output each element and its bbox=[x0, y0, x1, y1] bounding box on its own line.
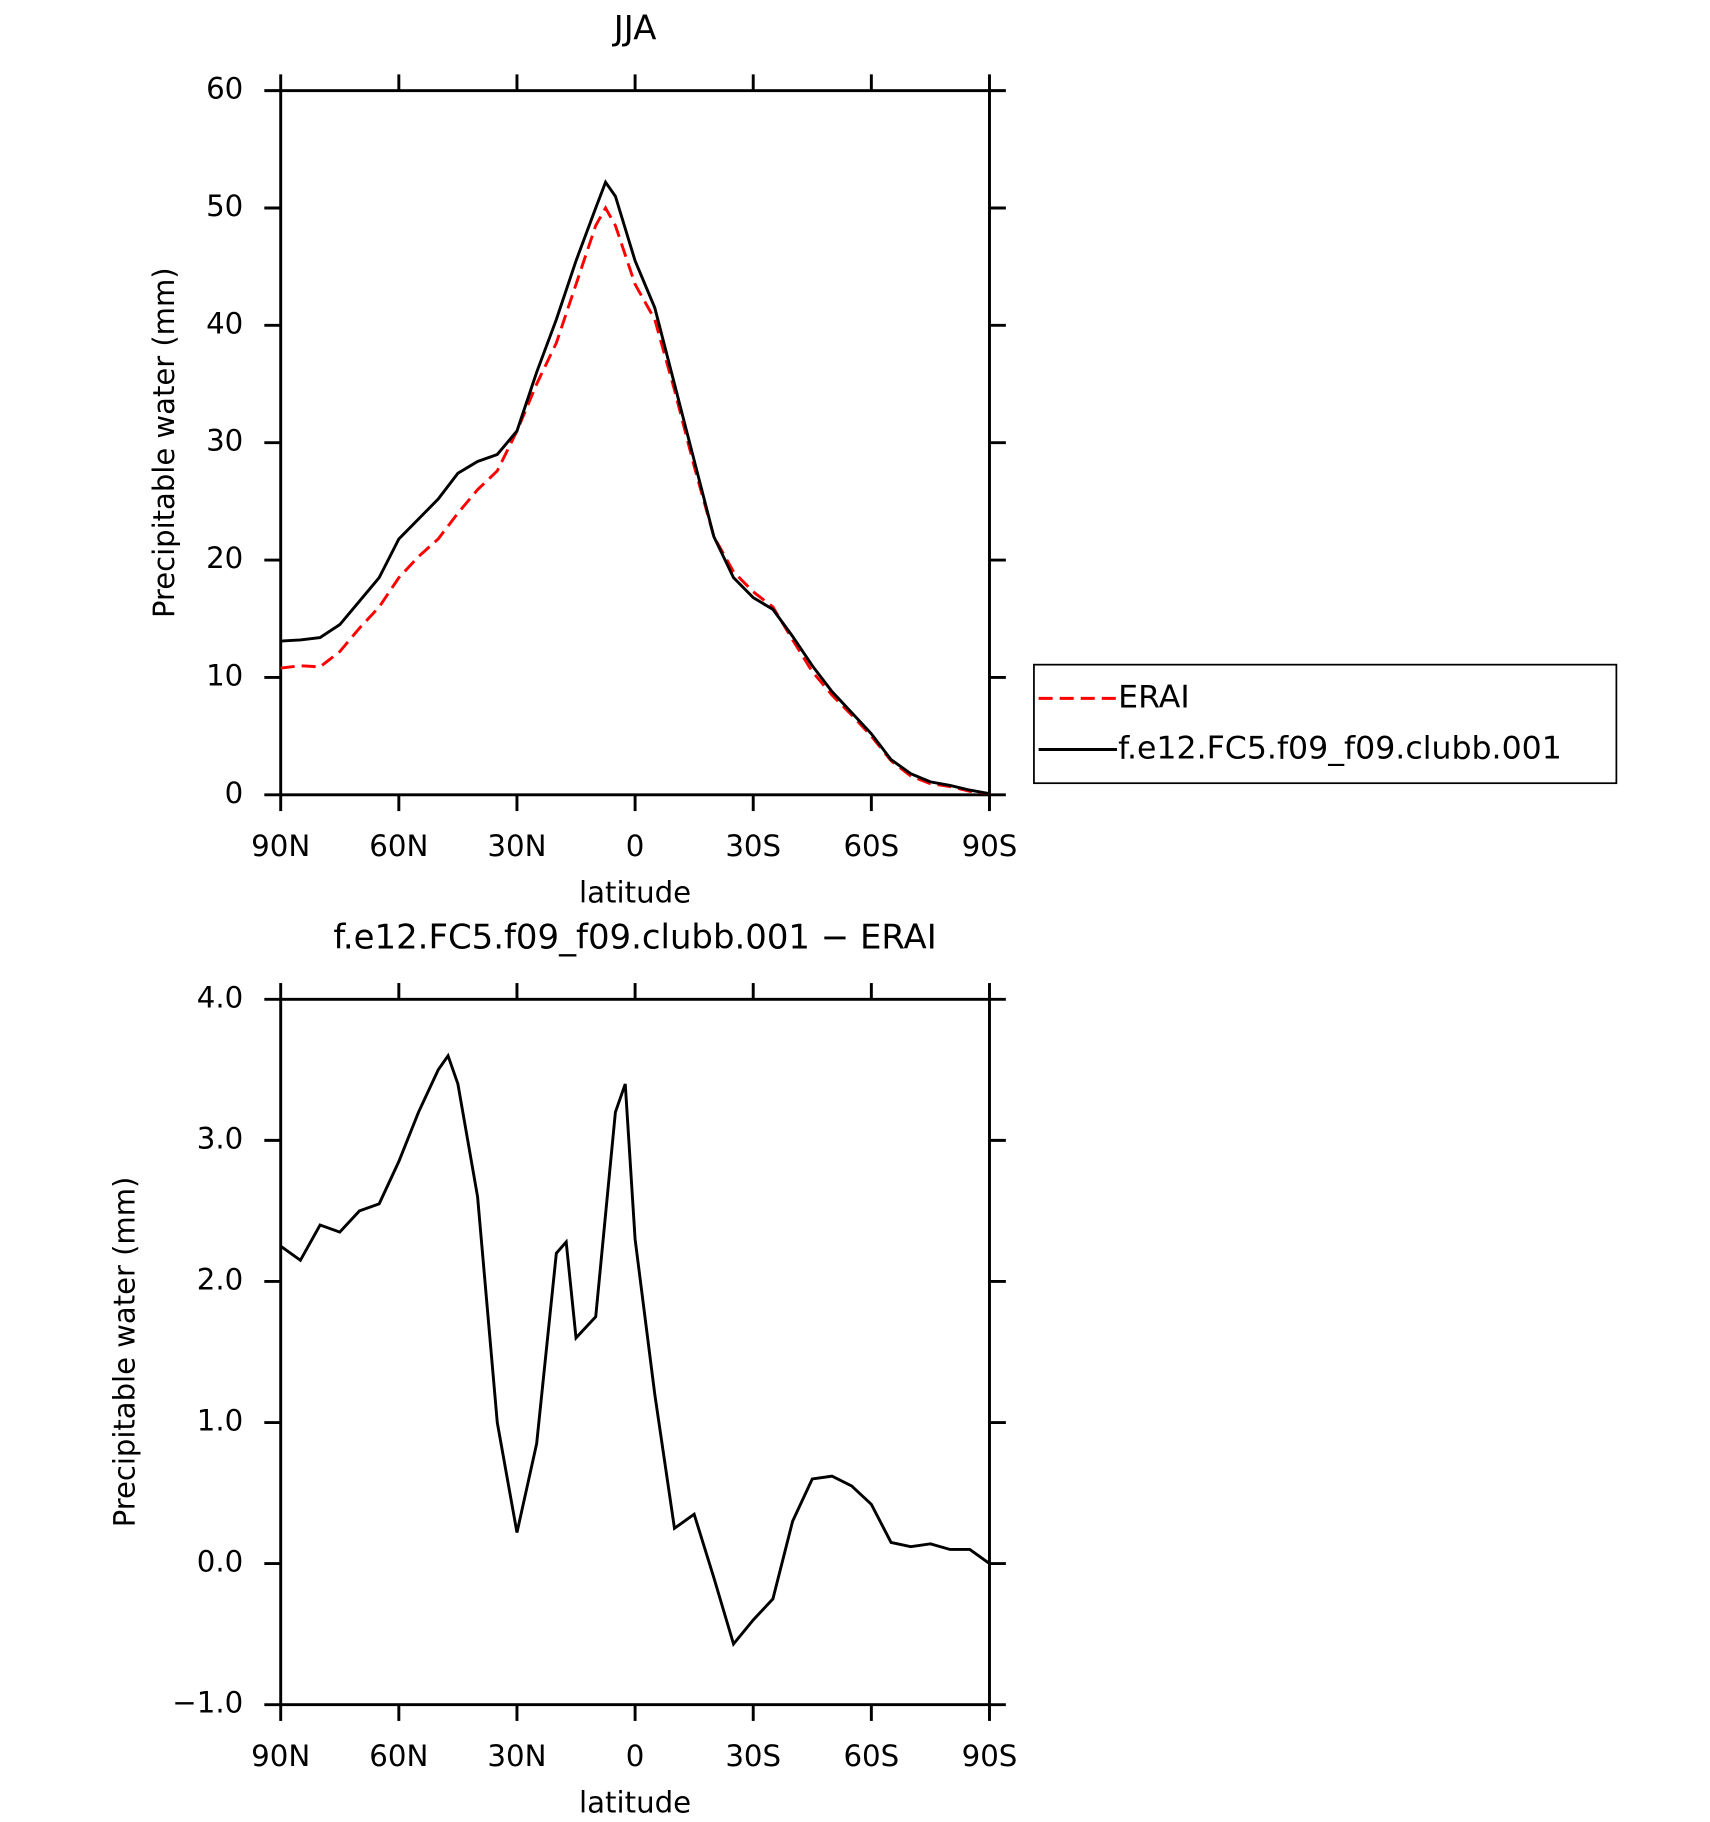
chart-title: f.e12.FC5.f09_f09.clubb.001 − ERAI bbox=[333, 917, 936, 956]
legend-label: ERAI bbox=[1118, 679, 1190, 715]
x-tick-label: 90S bbox=[962, 829, 1018, 863]
plot-root: JJA latitude Precipitable water (mm) 90N 60N… bbox=[107, 9, 1618, 1820]
x-tick-label: 60S bbox=[843, 829, 899, 863]
y-tick-label: 4.0 bbox=[197, 980, 243, 1014]
data-line bbox=[280, 205, 990, 796]
x-tick-label: 30S bbox=[725, 829, 781, 863]
plot-frame bbox=[279, 997, 991, 1707]
x-tick-label: 90S bbox=[962, 1739, 1018, 1773]
y-tick-label: 1.0 bbox=[197, 1404, 243, 1438]
data-line bbox=[279, 1052, 991, 1648]
chart-title: JJA bbox=[612, 9, 657, 48]
data-line bbox=[280, 179, 990, 796]
legend-box bbox=[1033, 663, 1618, 785]
y-tick-label: 30 bbox=[206, 424, 243, 458]
x-tick-label: 60N bbox=[369, 829, 428, 863]
y-tick-label: 50 bbox=[206, 189, 243, 223]
y-tick-label: 0.0 bbox=[197, 1545, 243, 1579]
x-tick-label: 30S bbox=[725, 1739, 781, 1773]
x-tick-label: 60N bbox=[369, 1739, 428, 1773]
y-axis-label: Precipitable water (mm) bbox=[107, 1177, 141, 1528]
legend-label: f.e12.FC5.f09_f09.clubb.001 bbox=[1118, 731, 1562, 767]
x-tick-label: 30N bbox=[487, 1739, 546, 1773]
y-axis-label: Precipitable water (mm) bbox=[147, 267, 181, 618]
y-tick-label: 20 bbox=[206, 541, 243, 575]
y-tick-label: 2.0 bbox=[197, 1263, 243, 1297]
x-tick-label: 90N bbox=[251, 1739, 310, 1773]
x-tick-label: 0 bbox=[626, 829, 645, 863]
x-axis-label: latitude bbox=[579, 1786, 691, 1820]
y-tick-label: 3.0 bbox=[197, 1121, 243, 1155]
y-tick-label: −1.0 bbox=[172, 1686, 243, 1720]
y-tick-label: 10 bbox=[206, 659, 243, 693]
y-tick-label: 60 bbox=[206, 72, 243, 106]
y-tick-label: 40 bbox=[206, 306, 243, 340]
x-tick-label: 90N bbox=[251, 829, 310, 863]
x-tick-label: 60S bbox=[843, 1739, 899, 1773]
x-tick-label: 30N bbox=[487, 829, 546, 863]
y-tick-label: 0 bbox=[225, 776, 244, 810]
x-tick-label: 0 bbox=[626, 1739, 645, 1773]
plot-frame bbox=[279, 89, 991, 797]
x-axis-label: latitude bbox=[579, 876, 691, 910]
